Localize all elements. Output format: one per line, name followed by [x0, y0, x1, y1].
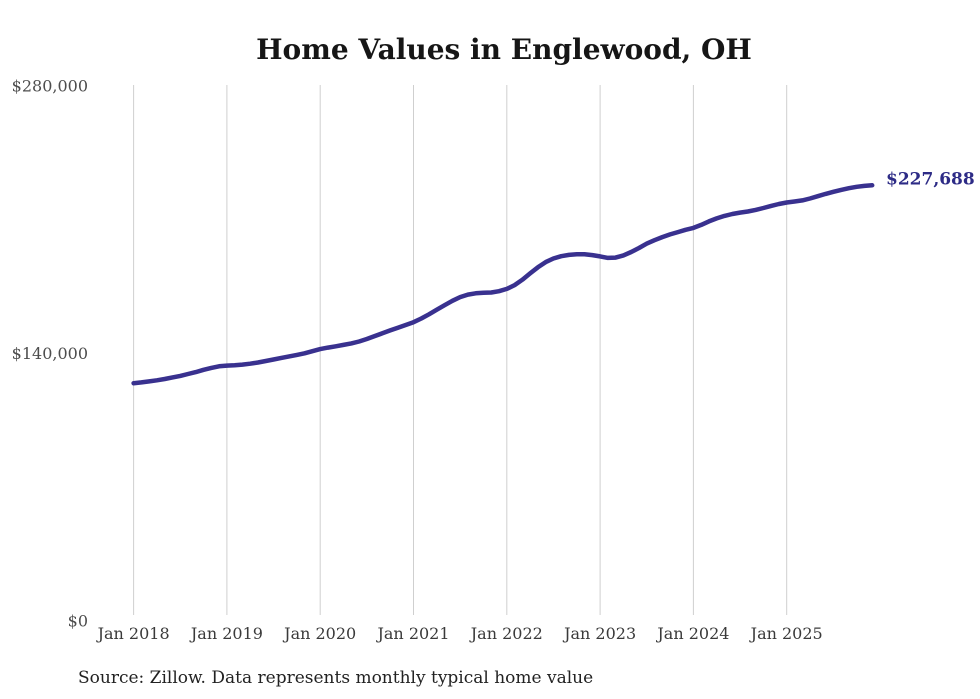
x-tick-label: Jan 2022: [469, 624, 543, 643]
chart-title: Home Values in Englewood, OH: [256, 33, 752, 66]
gridlines: [133, 85, 788, 615]
x-tick-label: Jan 2020: [282, 624, 356, 643]
x-tick-label: Jan 2025: [749, 624, 823, 643]
x-axis-labels: Jan 2018 Jan 2019 Jan 2020 Jan 2021 Jan 2022…: [96, 624, 823, 643]
home-value-line: [131, 183, 875, 386]
source-note: Source: Zillow. Data represents monthly …: [78, 668, 593, 688]
x-tick-label: Jan 2019: [189, 624, 263, 643]
y-tick-label: $280,000: [12, 76, 88, 95]
end-value-label: $227,688: [886, 169, 975, 189]
x-tick-label: Jan 2018: [96, 624, 170, 643]
x-tick-label: Jan 2024: [655, 624, 729, 643]
x-tick-label: Jan 2023: [562, 624, 636, 643]
x-tick-label: Jan 2021: [375, 624, 449, 643]
y-tick-label: $0: [68, 612, 88, 631]
y-axis-labels: $0 $140,000 $280,000: [12, 76, 88, 630]
y-tick-label: $140,000: [12, 344, 88, 363]
